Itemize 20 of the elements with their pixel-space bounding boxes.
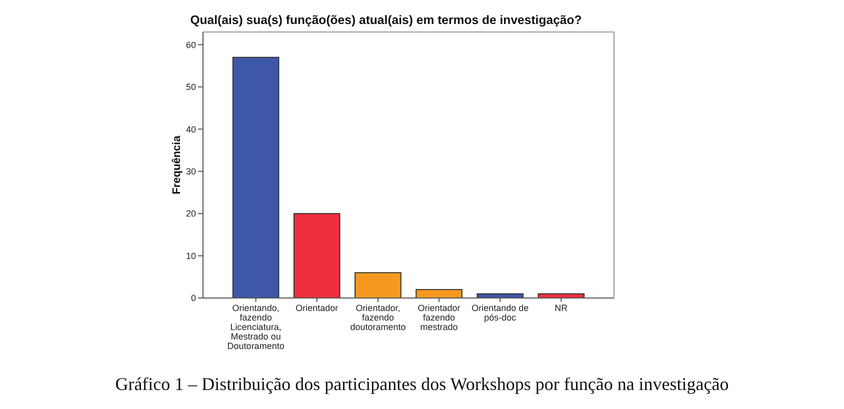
bar bbox=[232, 56, 280, 298]
text: Gráfico 1 – Distribuição dos participantes dos Workshops por função na investigação bbox=[115, 374, 729, 394]
chart-title: Qual(ais) sua(s) função(ões) atual(ais) em termos de investigação? bbox=[190, 13, 582, 27]
bar bbox=[293, 213, 340, 298]
bar bbox=[354, 272, 402, 298]
y-tick-label: 30 bbox=[186, 166, 196, 176]
y-axis-title: Frequência bbox=[171, 134, 183, 194]
x-tick-label: Orientando, fazendo Licenciatura, Mestrado ou Doutoramento bbox=[227, 303, 284, 351]
y-tick-label: 20 bbox=[186, 208, 196, 219]
x-tick-label: Orientador fazendo mestrado bbox=[418, 303, 460, 332]
x-tick-label: Orientando de pós-doc bbox=[472, 303, 529, 322]
bar bbox=[416, 289, 462, 298]
y-tick-label: 0 bbox=[190, 293, 196, 304]
x-tick-label: Orientador, fazendo doutoramento bbox=[350, 303, 406, 332]
y-tick-label: 60 bbox=[186, 40, 196, 50]
y-tick-label: 50 bbox=[186, 82, 196, 92]
x-tick-label: Orientador bbox=[296, 303, 338, 313]
y-tick-label: 10 bbox=[186, 250, 196, 261]
x-tick-label: NR bbox=[554, 303, 568, 313]
y-tick-label: 40 bbox=[186, 124, 196, 134]
